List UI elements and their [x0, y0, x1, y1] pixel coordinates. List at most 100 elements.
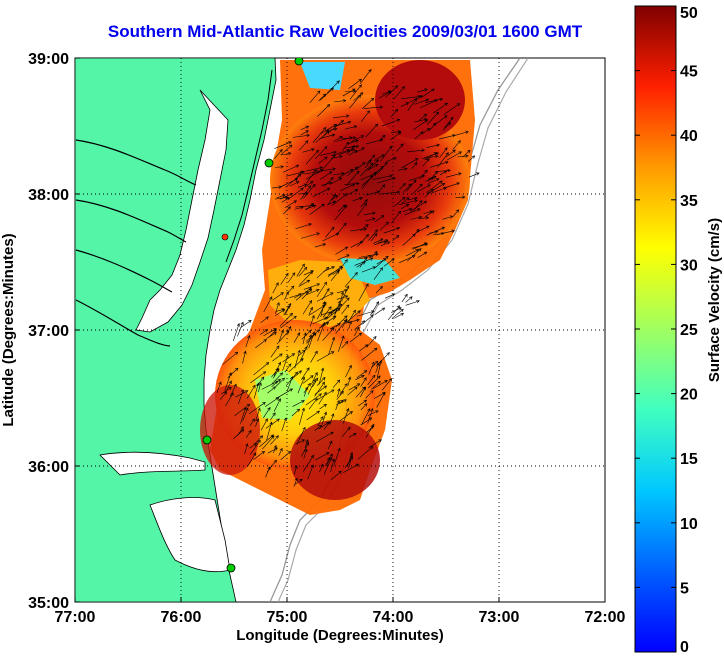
x-tick-label: 72:00 — [585, 609, 626, 626]
velocity-arrow-head — [384, 380, 388, 384]
velocity-arrow — [266, 422, 272, 441]
velocity-arrow-head — [355, 139, 359, 143]
velocity-arrow — [363, 106, 383, 109]
velocity-arrow-head — [275, 380, 279, 384]
velocity-arrow — [365, 191, 380, 196]
velocity-arrow — [422, 158, 430, 167]
velocity-arrow-head — [363, 403, 368, 407]
velocity-arrow — [317, 322, 325, 342]
velocity-arrow — [342, 137, 356, 139]
velocity-arrow — [275, 166, 284, 168]
velocity-arrow — [278, 329, 284, 342]
velocity-arrow — [356, 370, 367, 379]
velocity-arrow — [271, 378, 281, 387]
velocity-arrow — [341, 304, 350, 315]
velocity-arrow-head — [305, 125, 310, 129]
velocity-arrow — [220, 387, 232, 395]
velocity-arrow — [237, 322, 244, 337]
velocity-arrow — [366, 425, 374, 433]
velocity-arrow-head — [326, 104, 331, 108]
velocity-arrow-head — [346, 297, 350, 301]
velocity-arrow — [306, 289, 320, 295]
velocity-arrow — [379, 221, 389, 231]
velocity-arrow — [282, 164, 299, 173]
velocity-arrow-head — [340, 291, 345, 296]
velocity-arrow-head — [373, 233, 378, 237]
velocity-arrow — [281, 152, 291, 156]
velocity-arrow-head — [396, 226, 401, 231]
velocity-arrow-head — [320, 416, 324, 420]
velocity-arrows — [216, 68, 480, 487]
velocity-arrow — [300, 346, 308, 361]
velocity-arrow-head — [322, 93, 327, 98]
velocity-arrow-head — [346, 304, 350, 308]
velocity-arrow — [276, 194, 286, 199]
velocity-arrow — [322, 232, 339, 242]
velocity-arrow-head — [308, 223, 312, 227]
velocity-arrow — [348, 79, 362, 89]
velocity-arrow-head — [356, 326, 360, 331]
velocity-arrow — [261, 380, 279, 390]
velocity-arrow-head — [409, 296, 413, 300]
velocity-arrow-head — [444, 102, 448, 106]
velocity-arrow — [295, 223, 312, 230]
velocity-arrow-head — [408, 207, 413, 212]
velocity-arrow-head — [424, 88, 428, 92]
velocity-arrow-head — [295, 181, 300, 185]
velocity-arrow — [318, 93, 326, 101]
james-river — [75, 299, 171, 347]
velocity-arrow — [405, 296, 413, 303]
velocity-arrow — [426, 144, 440, 148]
velocity-arrow-head — [337, 447, 341, 452]
velocity-arrow-head — [233, 383, 237, 388]
velocity-arrow-head — [338, 470, 342, 475]
velocity-arrow — [274, 302, 280, 314]
velocity-arrow-head — [370, 425, 374, 430]
velocity-arrow-head — [234, 367, 239, 372]
velocity-arrow — [249, 418, 255, 426]
velocity-arrow-head — [290, 285, 295, 290]
velocity-arrow — [356, 261, 366, 268]
velocity-arrow-head — [312, 378, 316, 383]
velocity-arrow-head — [285, 354, 289, 359]
velocity-arrow — [364, 159, 372, 169]
velocity-arrow-head — [279, 447, 283, 452]
velocity-arrow-head — [287, 450, 292, 455]
velocity-arrow — [425, 98, 443, 103]
velocity-arrow-head — [265, 316, 269, 320]
velocity-arrow — [248, 402, 266, 414]
velocity-arrow-head — [270, 434, 274, 438]
velocity-arrow-head — [381, 307, 386, 311]
velocity-arrow-head — [276, 418, 280, 422]
velocity-arrow-head — [449, 215, 454, 219]
velocity-arrow — [333, 448, 341, 467]
velocity-arrow-head — [322, 321, 326, 326]
velocity-arrow-head — [423, 200, 428, 204]
velocity-arrow — [256, 376, 265, 387]
velocity-arrow-head — [465, 154, 469, 158]
velocity-arrow — [358, 283, 369, 302]
velocity-arrow-head — [328, 306, 332, 310]
velocity-arrow — [322, 154, 336, 170]
velocity-arrow-head — [363, 227, 368, 231]
velocity-arrow-head — [347, 426, 351, 431]
velocity-arrow-head — [308, 329, 312, 334]
velocity-arrow — [263, 296, 273, 313]
colorbar-tick-label: 0 — [680, 639, 689, 656]
x-tick-label: 75:00 — [267, 609, 308, 626]
velocity-arrow-head — [258, 382, 262, 386]
velocity-arrow — [322, 129, 329, 138]
velocity-arrow — [419, 169, 428, 180]
velocity-arrow-head — [289, 388, 294, 392]
colorbar-tick-label: 40 — [680, 128, 698, 145]
velocity-arrow-head — [323, 403, 327, 408]
velocity-arrow-head — [336, 80, 340, 84]
velocity-arrow-head — [349, 168, 354, 173]
velocity-arrow-head — [379, 238, 384, 242]
velocity-arrow-head — [394, 85, 399, 89]
velocity-arrow-head — [341, 335, 345, 339]
velocity-arrow-head — [336, 270, 340, 274]
velocity-arrow-head — [450, 116, 454, 121]
velocity-arrow — [219, 391, 227, 400]
velocity-arrow — [318, 368, 324, 385]
